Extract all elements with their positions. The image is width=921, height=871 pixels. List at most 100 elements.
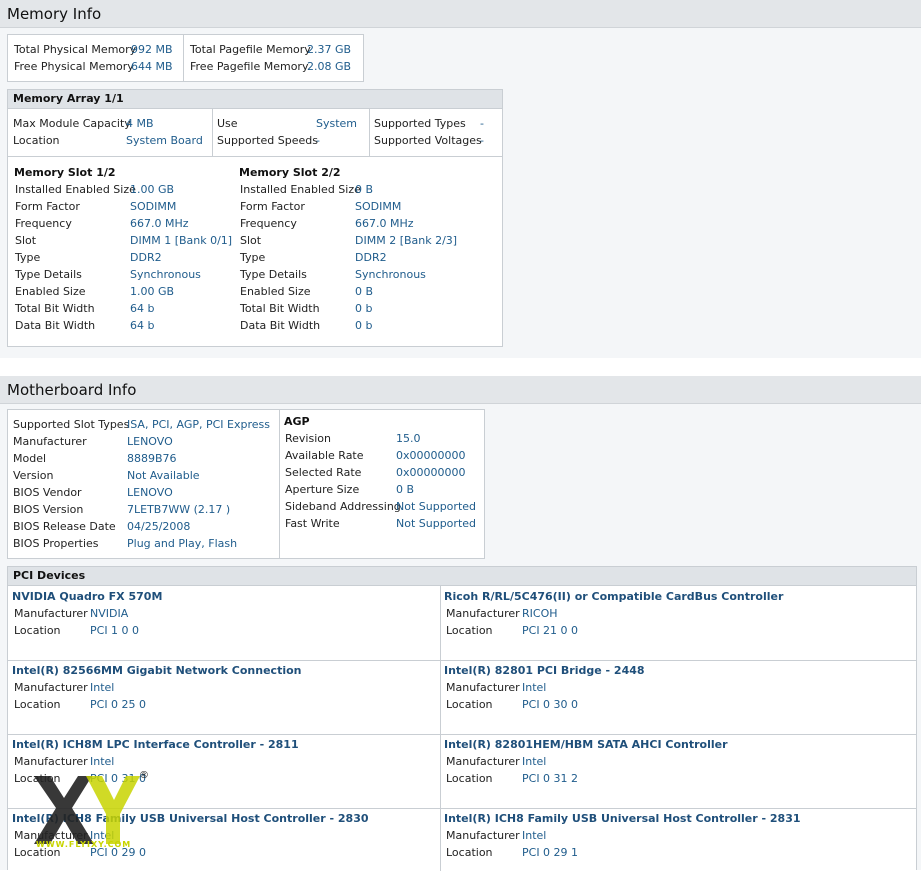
slot1-slot-value: DIMM 1 [Bank 0/1]	[130, 234, 233, 247]
free-pagefile-memory-value: 2.08 GB	[307, 60, 352, 73]
mb-model-value: 8889B76	[127, 452, 177, 465]
agp-aperture-size-value: 0 B	[396, 483, 415, 496]
slot1-frequency-value: 667.0 MHz	[130, 217, 189, 230]
slot1-frequency-label: Frequency	[15, 217, 72, 230]
pci-location-value: PCI 0 29 1	[522, 846, 579, 859]
slot1-total-bit-width-label: Total Bit Width	[15, 302, 95, 315]
array-location-value: System Board	[126, 134, 203, 147]
agp-aperture-size-label: Aperture Size	[285, 483, 360, 496]
agp-sideband-addressing-value: Not Supported	[396, 500, 477, 513]
slot1-data-bit-width-value: 64 b	[130, 319, 155, 332]
pci-location-value: PCI 0 31 0	[90, 772, 147, 785]
total-physical-memory-value: 992 MB	[131, 43, 173, 56]
pci-manufacturer-value: NVIDIA	[90, 607, 129, 620]
pci-device-4: Intel(R) 82801 PCI Bridge - 2448 Manufac…	[444, 662, 914, 732]
slot2-slot-label: Slot	[240, 234, 262, 247]
mb-manufacturer-value: LENOVO	[127, 435, 173, 448]
slot1-type-value: DDR2	[130, 251, 162, 264]
mb-version-label: Version	[13, 469, 54, 482]
pci-device-name: Intel(R) ICH8 Family USB Universal Host …	[444, 812, 801, 825]
pci-device-name: NVIDIA Quadro FX 570M	[12, 590, 163, 603]
pci-device-7: Intel(R) ICH8 Family USB Universal Host …	[12, 810, 437, 870]
slot1-enabled-size-label: Enabled Size	[15, 285, 86, 298]
pci-manufacturer-value: Intel	[522, 755, 547, 768]
agp-revision-label: Revision	[285, 432, 331, 445]
slot2-data-bit-width-value: 0 b	[355, 319, 373, 332]
total-pagefile-memory-label: Total Pagefile Memory	[190, 43, 311, 56]
slot1-type-details-label: Type Details	[15, 268, 82, 281]
pci-manufacturer-value: RICOH	[522, 607, 558, 620]
pci-manufacturer-value: Intel	[90, 829, 115, 842]
pci-device-name: Intel(R) 82801 PCI Bridge - 2448	[444, 664, 645, 677]
agp-fast-write-value: Not Supported	[396, 517, 477, 530]
motherboard-info-title: Motherboard Info	[0, 376, 921, 404]
bios-vendor-value: LENOVO	[127, 486, 173, 499]
bios-release-date-label: BIOS Release Date	[13, 520, 116, 533]
slot2-frequency-label: Frequency	[240, 217, 297, 230]
agp-rows: Revision 15.0 Available Rate 0x00000000 Se…	[285, 430, 480, 540]
slot1-type-label: Type	[15, 251, 41, 264]
use-label: Use	[217, 117, 238, 130]
slot1-slot-label: Slot	[15, 234, 37, 247]
pci-manufacturer-label: Manufacturer	[446, 607, 520, 620]
memory-slot-1-title: Memory Slot 1/2	[14, 166, 116, 179]
supported-types-label: Supported Types	[374, 117, 466, 130]
mb-model-label: Model	[13, 452, 47, 465]
pci-device-6: Intel(R) 82801HEM/HBM SATA AHCI Controll…	[444, 736, 914, 806]
pci-location-label: Location	[446, 624, 493, 637]
slot1-data-bit-width-label: Data Bit Width	[15, 319, 96, 332]
agp-fast-write-label: Fast Write	[285, 517, 340, 530]
slot2-type-value: DDR2	[355, 251, 387, 264]
pci-devices-box: PCI Devices NVIDIA Quadro FX 570M Manufa…	[7, 566, 917, 871]
memory-info-title: Memory Info	[0, 0, 921, 28]
slot2-installed-enabled-size-label: Installed Enabled Size	[240, 183, 361, 196]
slot2-enabled-size-label: Enabled Size	[240, 285, 311, 298]
slot2-installed-enabled-size-value: 0 B	[355, 183, 374, 196]
pci-location-value: PCI 21 0 0	[522, 624, 579, 637]
pci-device-2: Ricoh R/RL/5C476(II) or Compatible CardB…	[444, 588, 914, 658]
slot2-total-bit-width-value: 0 b	[355, 302, 373, 315]
pci-location-value: PCI 0 29 0	[90, 846, 147, 859]
pci-device-name: Intel(R) ICH8 Family USB Universal Host …	[12, 812, 369, 825]
supported-slot-types-value: ISA, PCI, AGP, PCI Express	[127, 418, 270, 431]
max-module-capacity-label: Max Module Capacity	[13, 117, 131, 130]
supported-speeds-label: Supported Speeds	[217, 134, 318, 147]
pci-device-5: Intel(R) ICH8M LPC Interface Controller …	[12, 736, 437, 806]
pci-location-label: Location	[14, 846, 61, 859]
pci-manufacturer-value: Intel	[522, 829, 547, 842]
use-value: System	[316, 117, 358, 130]
slot2-type-details-value: Synchronous	[355, 268, 426, 281]
bios-release-date-value: 04/25/2008	[127, 520, 191, 533]
supported-voltages-label: Supported Voltages	[374, 134, 482, 147]
motherboard-info-box: Supported Slot Types ISA, PCI, AGP, PCI E…	[7, 409, 485, 559]
pci-manufacturer-label: Manufacturer	[446, 755, 520, 768]
slot2-type-label: Type	[240, 251, 266, 264]
pci-device-name: Ricoh R/RL/5C476(II) or Compatible CardB…	[444, 590, 784, 603]
pci-manufacturer-value: Intel	[90, 755, 115, 768]
pci-manufacturer-value: Intel	[90, 681, 115, 694]
mb-version-value: Not Available	[127, 469, 200, 482]
pci-location-label: Location	[14, 772, 61, 785]
pci-manufacturer-label: Manufacturer	[446, 681, 520, 694]
memory-summary-box: Total Physical Memory 992 MB Free Physica…	[7, 34, 364, 82]
memory-array-title: Memory Array 1/1	[8, 90, 502, 109]
slot1-form-factor-label: Form Factor	[15, 200, 80, 213]
bios-properties-value: Plug and Play, Flash	[127, 537, 238, 550]
slot1-form-factor-value: SODIMM	[130, 200, 177, 213]
slot1-total-bit-width-value: 64 b	[130, 302, 155, 315]
bios-vendor-label: BIOS Vendor	[13, 486, 82, 499]
agp-sideband-addressing-label: Sideband Addressing	[285, 500, 401, 513]
agp-available-rate-value: 0x00000000	[396, 449, 466, 462]
free-physical-memory-label: Free Physical Memory	[14, 60, 134, 73]
slot1-enabled-size-value: 1.00 GB	[130, 285, 175, 298]
slot2-form-factor-value: SODIMM	[355, 200, 402, 213]
pci-location-label: Location	[446, 698, 493, 711]
slot2-type-details-label: Type Details	[240, 268, 307, 281]
agp-selected-rate-label: Selected Rate	[285, 466, 362, 479]
pci-manufacturer-label: Manufacturer	[446, 829, 520, 842]
supported-voltages-value: -	[480, 134, 484, 147]
pci-location-value: PCI 0 31 2	[522, 772, 579, 785]
slot2-total-bit-width-label: Total Bit Width	[240, 302, 320, 315]
pci-location-value: PCI 0 25 0	[90, 698, 147, 711]
memory-slot-2-rows: Installed Enabled Size 0 B Form Factor SOD…	[240, 181, 490, 341]
